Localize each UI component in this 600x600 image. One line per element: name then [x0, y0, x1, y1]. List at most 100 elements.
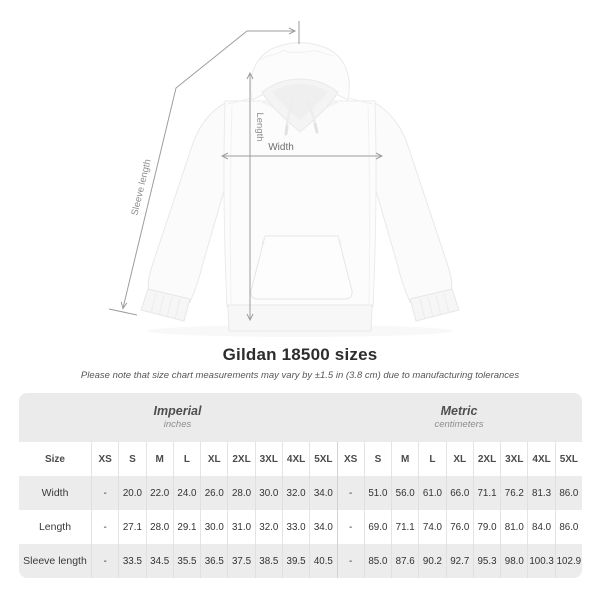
- unit-section-metric: Metric centimeters: [336, 393, 582, 442]
- size-value-cell-imperial: 33.5: [118, 544, 146, 578]
- size-value-cell-imperial: -: [91, 476, 119, 510]
- length-label: Length: [254, 112, 265, 141]
- size-value-cell-metric: -: [336, 510, 364, 544]
- size-value-cell-metric: 76.0: [445, 510, 473, 544]
- size-value-cell-imperial: -: [91, 510, 119, 544]
- size-value-cell-metric: 87.6: [391, 544, 419, 578]
- size-value-cell-imperial: 34.0: [309, 510, 337, 544]
- size-value-cell-imperial: 35.5: [172, 544, 201, 578]
- size-chart-caption: Gildan 18500 sizes Please note that size…: [0, 345, 600, 381]
- size-value-cell-metric: 95.3: [472, 544, 501, 578]
- size-corner-header: Size: [19, 442, 91, 476]
- left-sleeve: [147, 101, 228, 303]
- left-drawstring: [285, 99, 295, 128]
- size-col-header-metric: M: [391, 442, 419, 476]
- shoulder-seams: [227, 97, 373, 105]
- size-col-header-imperial: XL: [200, 442, 228, 476]
- sleeve-length-label: Sleeve length: [130, 158, 154, 217]
- size-value-cell-imperial: 38.5: [254, 544, 282, 578]
- size-col-header-imperial: S: [118, 442, 146, 476]
- size-value-cell-imperial: 37.5: [227, 544, 255, 578]
- size-value-cell-imperial: 36.5: [200, 544, 228, 578]
- left-cuff: [140, 288, 191, 322]
- size-value-cell-metric: 98.0: [500, 544, 528, 578]
- row-label: Sleeve length: [19, 544, 91, 578]
- size-value-cell-imperial: 29.1: [172, 510, 201, 544]
- size-col-header-metric: XS: [336, 442, 364, 476]
- row-label: Length: [19, 510, 91, 544]
- size-value-cell-imperial: 40.5: [309, 544, 337, 578]
- size-value-cell-imperial: 32.0: [281, 476, 310, 510]
- hood-inner-shadow: [272, 84, 328, 120]
- size-value-cell-metric: 51.0: [363, 476, 392, 510]
- sleeve-length-line: [108, 21, 300, 316]
- size-value-cell-imperial: 22.0: [145, 476, 173, 510]
- size-col-header-metric: 2XL: [472, 442, 501, 476]
- size-table: Imperial inches Metric centimeters Size X…: [19, 393, 582, 578]
- size-col-header-imperial: 4XL: [281, 442, 310, 476]
- right-drawstring-aglet: [313, 122, 319, 134]
- size-value-cell-imperial: 34.5: [145, 544, 173, 578]
- length-line: [246, 71, 254, 322]
- size-value-cell-imperial: 28.0: [227, 476, 255, 510]
- imperial-subtitle: inches: [163, 419, 192, 430]
- imperial-title: Imperial: [153, 404, 202, 418]
- size-value-cell-metric: 61.0: [418, 476, 446, 510]
- right-drawstring: [305, 99, 317, 126]
- size-value-cell-metric: 66.0: [445, 476, 473, 510]
- row-label: Width: [19, 476, 91, 510]
- size-value-cell-metric: -: [336, 476, 364, 510]
- right-sleeve: [372, 101, 453, 303]
- size-value-cell-imperial: 26.0: [200, 476, 228, 510]
- size-value-cell-metric: 84.0: [527, 510, 555, 544]
- size-value-cell-metric: 56.0: [391, 476, 419, 510]
- size-value-cell-metric: 86.0: [554, 510, 582, 544]
- size-value-cell-imperial: 30.0: [200, 510, 228, 544]
- width-line: [220, 152, 384, 160]
- size-value-cell-metric: 86.0: [554, 476, 582, 510]
- size-value-cell-metric: 102.9: [554, 544, 582, 578]
- size-value-cell-metric: 76.2: [500, 476, 528, 510]
- size-value-cell-metric: -: [336, 544, 364, 578]
- size-col-header-imperial: 5XL: [309, 442, 337, 476]
- kangaroo-pocket: [250, 235, 353, 300]
- metric-subtitle: centimeters: [434, 419, 484, 430]
- size-col-header-imperial: M: [145, 442, 173, 476]
- hem-band: [227, 304, 373, 332]
- size-value-cell-imperial: 32.0: [254, 510, 282, 544]
- size-col-header-imperial: 3XL: [254, 442, 282, 476]
- size-col-header-metric: S: [363, 442, 392, 476]
- size-value-cell-metric: 69.0: [363, 510, 392, 544]
- metric-title: Metric: [440, 404, 478, 418]
- size-value-cell-metric: 71.1: [391, 510, 419, 544]
- hood-top-gather: [259, 49, 335, 61]
- size-value-cell-imperial: 20.0: [118, 476, 146, 510]
- size-value-cell-metric: 100.3: [527, 544, 555, 578]
- right-cuff: [409, 288, 460, 322]
- side-seams: [229, 105, 371, 305]
- size-value-cell-metric: 74.0: [418, 510, 446, 544]
- size-col-header-imperial: 2XL: [227, 442, 255, 476]
- size-value-cell-imperial: 28.0: [145, 510, 173, 544]
- size-col-header-metric: XL: [445, 442, 473, 476]
- size-col-header-imperial: XS: [91, 442, 119, 476]
- size-value-cell-imperial: 27.1: [118, 510, 146, 544]
- size-grid: Size XS S M L XL 2XL 3XL 4XL 5XL XS S M L XL 2XL 3XL 4XL 5…: [19, 442, 582, 578]
- size-value-cell-imperial: 30.0: [254, 476, 282, 510]
- size-value-cell-metric: 81.3: [527, 476, 555, 510]
- size-col-header-imperial: L: [172, 442, 201, 476]
- hoodie-measurement-diagram: Sleeve length Length Width: [108, 21, 460, 332]
- size-value-cell-metric: 85.0: [363, 544, 392, 578]
- size-value-cell-metric: 81.0: [500, 510, 528, 544]
- size-value-cell-imperial: 39.5: [281, 544, 310, 578]
- size-chart-title: Gildan 18500 sizes: [222, 345, 378, 364]
- size-value-cell-imperial: 34.0: [309, 476, 337, 510]
- size-chart-note: Please note that size chart measurements…: [80, 370, 520, 381]
- size-value-cell-metric: 71.1: [472, 476, 501, 510]
- size-col-header-metric: 4XL: [527, 442, 555, 476]
- size-value-cell-metric: 79.0: [472, 510, 501, 544]
- size-value-cell-metric: 90.2: [418, 544, 446, 578]
- pocket-notches: [261, 235, 342, 245]
- size-value-cell-imperial: 31.0: [227, 510, 255, 544]
- left-cuff-ribs: [150, 292, 181, 320]
